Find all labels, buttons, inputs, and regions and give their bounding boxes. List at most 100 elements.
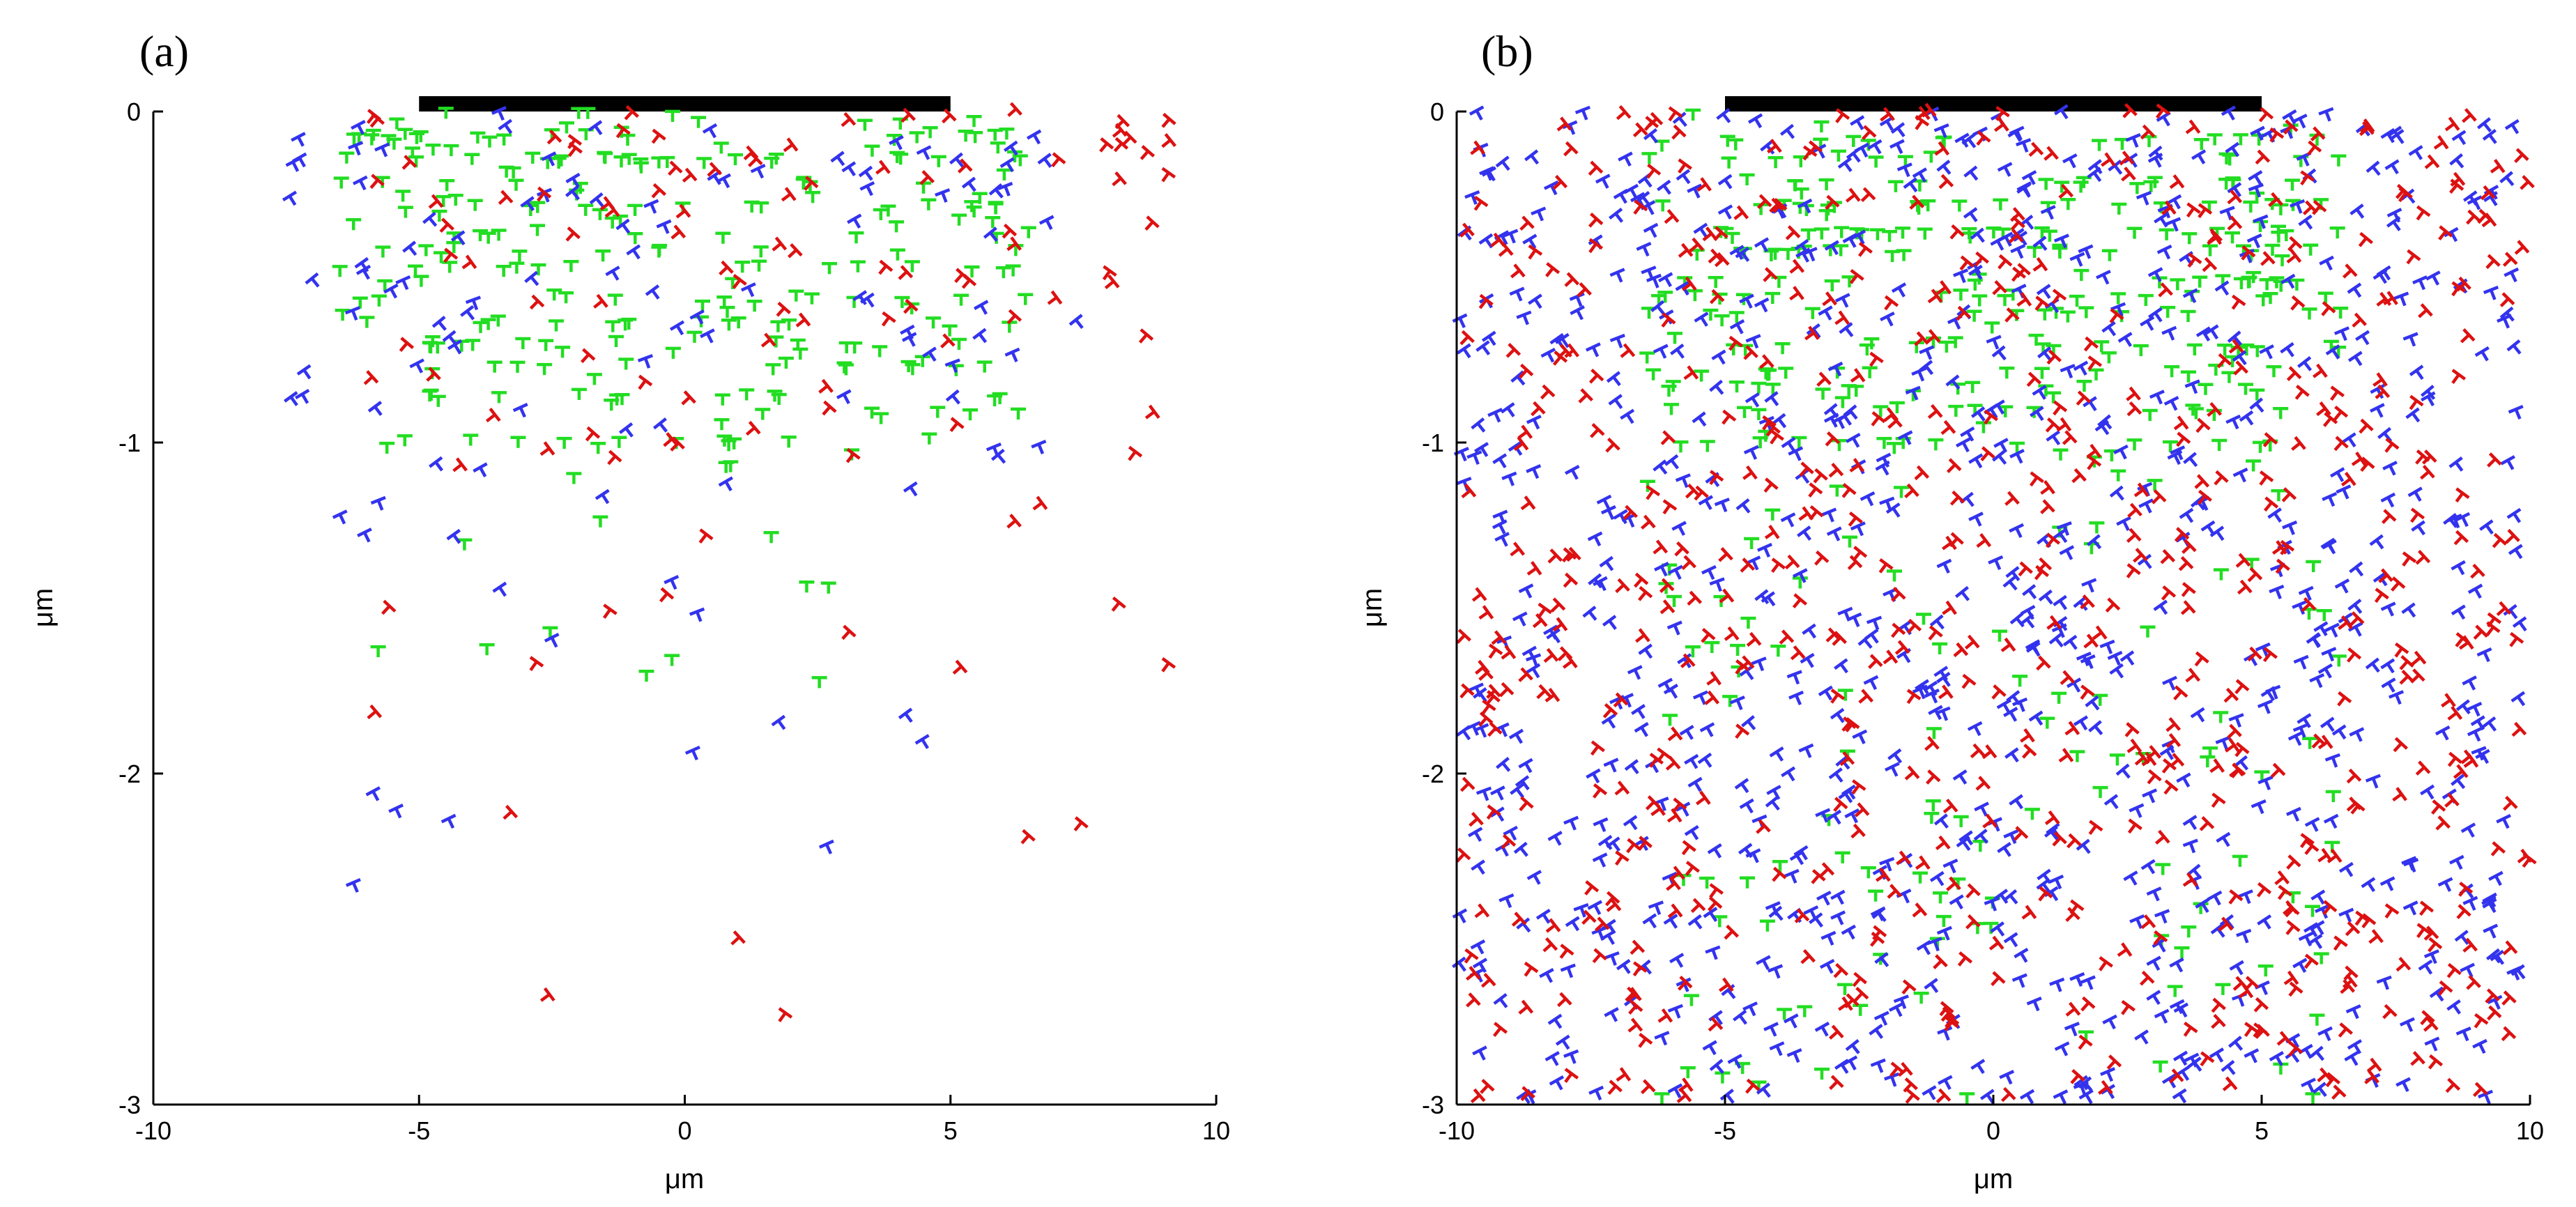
panel-b-dislocation-red [1486,684,1501,699]
panel-a-dislocation-red [845,447,861,463]
panel-b-dislocation-blue [1814,1022,1830,1037]
panel-b-dislocation-blue [1751,656,1767,672]
panel-b-dislocation-green [1925,799,1941,812]
panel-b-dislocation-red [1833,797,1848,813]
panel-a-y-tick-label: -3 [118,1091,141,1119]
panel-b-dislocation-red [2487,612,2502,628]
panel-b-dislocation-red [2499,292,2515,307]
panel-b-dislocation-blue [1585,342,1601,358]
panel-a-dislocation-red [788,243,803,259]
panel-a-dislocation-blue [1038,215,1055,230]
panel-b-dislocation-blue [2344,1050,2359,1066]
panel-b-dislocation-red [1835,108,1850,123]
panel-b-dislocation-red [1678,243,1694,258]
panel-b-dislocation-red [2456,904,2471,919]
panel-b-dislocation-red [2000,1086,2016,1102]
panel-b-dislocation-red [2502,252,2518,267]
panel-b-dislocation-blue [1818,685,1833,701]
panel-b-dislocation-blue [2310,920,2325,935]
panel-a-dislocation-red [682,167,698,183]
panel-b-dislocation-red [2121,999,2136,1015]
panel-b-dislocation-blue [2420,385,2436,400]
panel-b-dislocation-blue [2016,138,2032,153]
panel-b-dislocation-blue [1953,268,1969,284]
panel-b-dislocation-blue [1636,191,1651,206]
panel-b-dislocation-blue [1997,162,2013,177]
panel-a-dislocation-blue [605,266,620,281]
panel-b-dislocation-green [1841,384,1857,397]
panel-b-dislocation-red [2430,799,2446,815]
panel-a-dislocation-green [905,363,921,376]
panel-a-dislocation-blue [450,230,466,246]
panel-b-dislocation-red [1681,276,1697,291]
panel-b-dislocation-blue [1618,151,1633,167]
panel-a-dislocation-red [439,217,454,233]
panel-b-dislocation-red [1828,1024,1844,1040]
panel-b-dislocation-red [1981,744,1998,760]
panel-b-dislocation-blue [1846,612,1862,627]
panel-b-dislocation-red [2087,355,2103,371]
panel-b-dislocation-red [2444,116,2460,132]
panel-b-dislocation-blue [2467,702,2483,717]
panel-b-dislocation-blue [2154,1008,2170,1024]
panel-b-dislocation-green [2259,278,2275,291]
panel-b-dislocation-red [2211,1013,2226,1029]
panel-b-dislocation-blue [1670,344,1685,359]
panel-a-dislocation-green [595,249,611,262]
panel-b-dislocation-blue [2347,351,2363,367]
panel-b-dislocation-red [2466,209,2481,225]
panel-b-dislocation-blue [2317,1026,2333,1042]
panel-b-dislocation-blue [2060,364,2076,379]
panel-a-dislocation-green [765,363,781,376]
panel-a-dislocation-green [364,133,380,146]
panel-b-dislocation-blue [1501,471,1517,486]
panel-b-dislocation-red [1853,986,1869,1002]
panel-b-dislocation-red [1630,939,1646,955]
panel-a-dislocation-red [539,987,555,1002]
panel-b-dislocation-red [2423,1017,2439,1032]
panel-b-dislocation-red [2058,748,2074,763]
panel-b-dislocation-blue [2297,356,2313,371]
panel-a-dislocation-red [1002,223,1018,239]
panel-b-dislocation-blue [1800,652,1815,668]
panel-b-dislocation-blue [1657,272,1673,287]
panel-a-dislocation-blue [305,272,320,288]
panel-b-dislocation-green [2200,755,2216,768]
panel-a-dislocation-green [470,131,486,144]
panel-b-dislocation-blue [2248,183,2264,198]
panel-b-dislocation-blue [1809,912,1823,928]
panel-b-dislocation-red [2333,935,2348,951]
panel-b-dislocation-red [2441,693,2456,708]
panel-b-dislocation-red [2359,418,2374,434]
panel-b-dislocation-green [1896,249,1912,261]
panel-b-dislocation-green [1993,198,2009,210]
panel-b-dislocation-red [2410,668,2425,684]
panel-b-dislocation-red [1928,625,1943,640]
panel-b-dislocation-green [2208,363,2224,376]
panel-b-dislocation-green [1834,396,1850,408]
panel-b-dislocation-green [1887,180,1903,192]
panel-b-dislocation-red [2322,900,2338,916]
panel-b-dislocation-green [1834,226,1850,238]
panel-b-dislocation-green [1641,152,1657,164]
panel-b-dislocation-red [2235,553,2251,568]
panel-b-dislocation-blue [1974,801,1989,817]
panel-b-dislocation-red [2021,905,2037,920]
panel-b-dislocation-blue [2003,707,2018,722]
panel-b-dislocation-red [1620,343,1636,358]
panel-a-dislocation-green [926,316,941,329]
panel-b-dislocation-blue [2474,346,2490,362]
panel-b-dislocation-blue [1786,670,1802,685]
panel-b-dislocation-blue [1827,809,1842,825]
panel-b-dislocation-green [1752,436,1768,449]
panel-b-dislocation-blue [1719,1089,1735,1104]
panel-a-dislocation-green [580,107,596,119]
panel-b-dislocation-blue [2246,233,2262,249]
panel-b-dislocation-blue [2338,861,2354,877]
panel-b-dislocation-red [1735,659,1750,675]
panel-a-dislocation-green [509,261,525,274]
panel-b-dislocation-blue [2455,1027,2471,1042]
panel-b-dislocation-red [1518,667,1533,682]
panel-b-dislocation-red [1976,533,1992,548]
panel-b-dislocation-blue [2129,803,2145,818]
